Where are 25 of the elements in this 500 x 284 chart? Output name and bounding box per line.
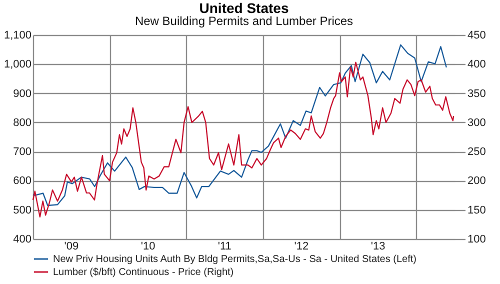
y-tick-label: 1,000: [4, 58, 32, 71]
chart-subtitle: New Building Permits and Lumber Prices: [134, 14, 354, 28]
x-tick-label: '11: [218, 240, 232, 252]
y-tick-label: 400: [13, 234, 32, 246]
x-tick-label: '09: [64, 240, 79, 252]
y2-tick-label: 400: [468, 58, 486, 71]
y-tick-label: 600: [13, 175, 32, 188]
y2-tick-label: 300: [468, 116, 486, 129]
x-tick-label: '12: [294, 240, 309, 252]
chart-title: United States: [199, 0, 289, 16]
y-tick-label: 800: [13, 116, 32, 129]
legend-label: Lumber ($/bft) Continuous - Price (Right): [53, 267, 234, 278]
y2-tick-label: 450: [468, 30, 486, 42]
x-tick-label: '10: [140, 240, 156, 252]
y-tick-label: 700: [13, 146, 32, 158]
y-tick-label: 1,100: [4, 30, 32, 42]
y-tick-label: 500: [13, 204, 32, 216]
y2-tick-label: 250: [468, 146, 486, 158]
y2-tick-label: 350: [468, 88, 486, 100]
y2-tick-label: 100: [468, 234, 486, 246]
legend-label: New Priv Housing Units Auth By Bldg Permits,Sa,Sa-Us - Sa - United States (Left): [53, 254, 416, 265]
y2-tick-label: 150: [468, 204, 486, 216]
y2-tick-label: 200: [468, 175, 486, 188]
x-tick-label: '13: [370, 240, 386, 252]
y-tick-label: 900: [13, 88, 32, 100]
